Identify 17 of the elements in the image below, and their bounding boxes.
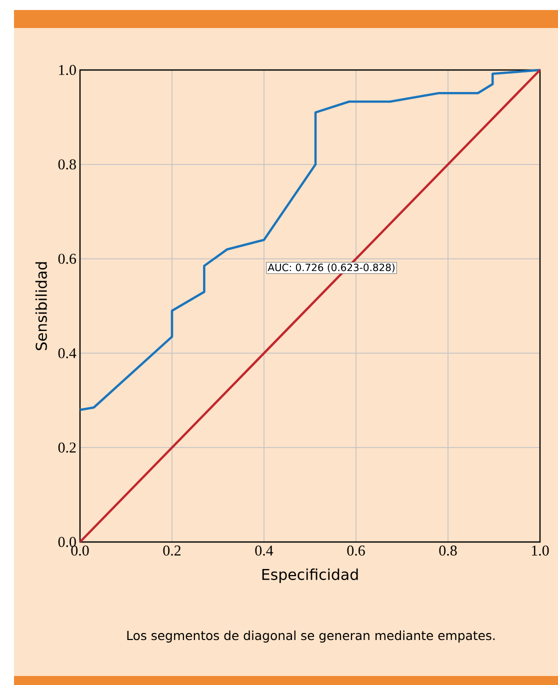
text: Los segmentos de diagonal se generan mediante empates.: [127, 630, 495, 643]
x-tick-label: 1.0: [532, 546, 549, 556]
y-tick-label: 0.2: [58, 442, 76, 453]
y-tick-label: 0.4: [58, 348, 76, 358]
x-tick-label: 0.0: [71, 546, 89, 556]
x-tick-label: 0.4: [255, 546, 274, 556]
y-tick-label: 0.8: [58, 159, 76, 170]
y-tick-label: 1.0: [59, 64, 76, 76]
annotation: AUC: 0.726 (0.623-0.828): [268, 263, 394, 272]
y-tick-label: 0.0: [58, 536, 76, 548]
y-tick-label: 0.6: [58, 254, 76, 264]
x-tick-label: 0.8: [439, 546, 457, 556]
x-tick-label: 0.6: [347, 546, 365, 556]
x-tick-label: 0.2: [163, 546, 181, 556]
line-series: [78, 68, 542, 411]
x-axis-title: Especificidad: [262, 568, 358, 583]
y-axis-title: Sensibilidad: [35, 262, 47, 350]
